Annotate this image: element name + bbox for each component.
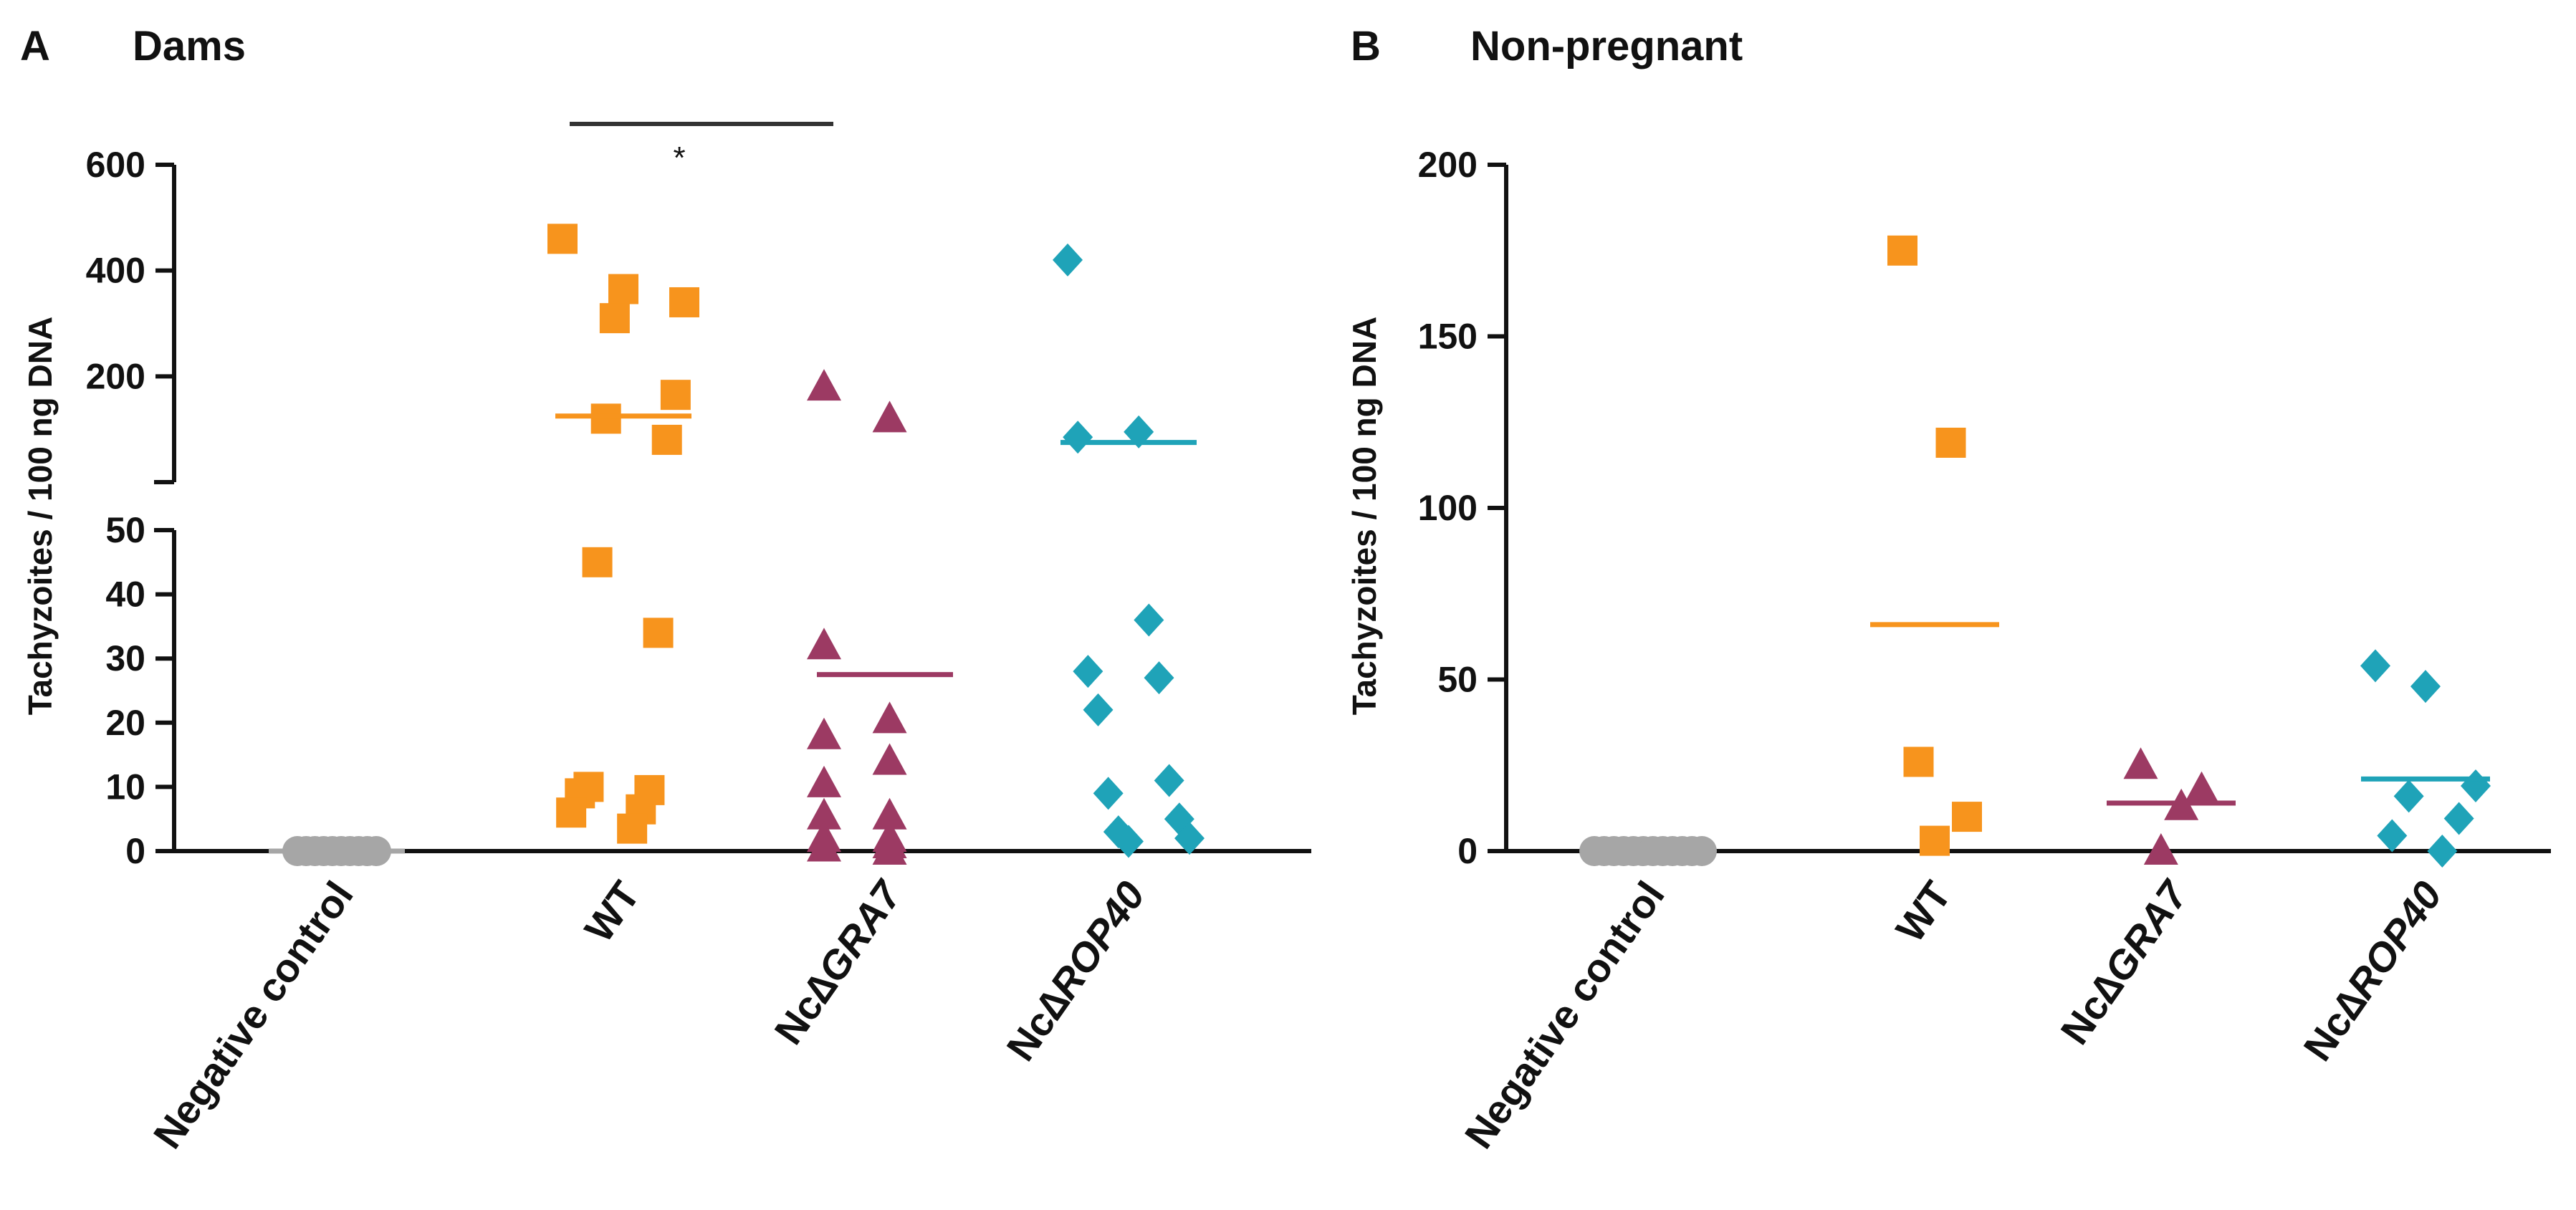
- category-label: Nc∆ROP40: [997, 873, 1154, 1069]
- data-point: [2184, 771, 2219, 803]
- data-point: [1935, 427, 1966, 458]
- y-axis-label: Tachyzoites / 100 ng DNA: [21, 317, 59, 715]
- data-point: [2143, 833, 2178, 865]
- significance-label: *: [673, 140, 685, 176]
- data-point: [1114, 825, 1144, 858]
- data-point: [1920, 825, 1950, 856]
- data-point: [608, 274, 638, 304]
- y-tick-label: 150: [1418, 317, 1478, 357]
- category-label: Negative control: [145, 873, 362, 1157]
- data-point: [807, 797, 841, 830]
- category-label-text: WT: [1887, 873, 1960, 950]
- data-point: [599, 303, 630, 334]
- series-3: [1053, 243, 1205, 858]
- data-point: [1154, 764, 1184, 797]
- data-point: [807, 830, 841, 862]
- category-label: WT: [1887, 873, 1960, 950]
- data-point: [1093, 777, 1124, 810]
- panel-a-dams: A Dams 0 10 20 30 40 50 200 400 600 Tachyzoites / 1…: [20, 23, 1311, 1156]
- y-tick-label: 200: [1418, 145, 1478, 185]
- category-label-text: WT: [575, 873, 648, 950]
- data-point: [669, 287, 699, 317]
- data-point: [807, 765, 841, 797]
- data-point: [582, 547, 613, 577]
- category-label: Negative control: [1456, 873, 1673, 1157]
- data-point: [1144, 661, 1174, 695]
- data-point: [807, 717, 841, 749]
- y-axis-label: Tachyzoites / 100 ng DNA: [1346, 317, 1383, 715]
- category-label: Nc∆GRA7: [765, 871, 911, 1052]
- y-tick-label: 0: [125, 831, 145, 871]
- data-point: [807, 369, 841, 401]
- data-point: [651, 424, 682, 455]
- panel-title: Non-pregnant: [1470, 23, 1743, 69]
- y-tick-label: 30: [105, 638, 145, 678]
- category-label-italic: GRA7: [809, 871, 911, 990]
- data-point: [872, 833, 907, 865]
- panel-b-non-pregnant: B Non-pregnant 0 50 100 150 200 Tachyzoites / 1…: [1346, 23, 2551, 1156]
- data-point: [2377, 819, 2408, 853]
- series-1: [547, 224, 699, 844]
- data-point: [1903, 746, 1934, 777]
- data-point: [807, 628, 841, 660]
- data-point: [643, 618, 674, 648]
- data-point: [872, 701, 907, 734]
- data-point: [1887, 235, 1917, 266]
- data-point: [2427, 835, 2458, 868]
- data-point: [872, 797, 907, 830]
- y-tick-label: 10: [105, 767, 145, 807]
- data-point: [1063, 421, 1093, 454]
- series-0: [269, 836, 405, 866]
- data-point: [617, 813, 648, 844]
- series-1: [1870, 235, 1999, 856]
- category-label: Nc∆GRA7: [2051, 871, 2197, 1052]
- category-label-text: Negative control: [145, 873, 362, 1157]
- data-point: [2360, 649, 2390, 683]
- y-tick-label: 20: [105, 703, 145, 743]
- y-tick-label: 50: [105, 510, 145, 550]
- data-point: [1952, 802, 1982, 832]
- category-label-italic: ROP40: [1041, 873, 1154, 1007]
- category-label: Nc∆ROP40: [2294, 873, 2451, 1069]
- panel-title: Dams: [133, 23, 246, 69]
- data-point: [590, 403, 621, 434]
- series-0: [1579, 836, 1717, 866]
- y-tick-label: 100: [1418, 488, 1478, 528]
- y-tick-label: 400: [86, 251, 145, 291]
- data-point: [1053, 243, 1083, 277]
- series-2: [2107, 747, 2236, 865]
- data-point: [2123, 747, 2158, 779]
- data-point: [2461, 769, 2491, 802]
- data-point: [1174, 822, 1205, 855]
- data-point: [1134, 603, 1164, 637]
- y-tick-label: 200: [86, 356, 145, 396]
- data-point: [660, 380, 691, 410]
- category-label: WT: [575, 873, 648, 950]
- y-tick-label: 600: [86, 145, 145, 185]
- series-2: [807, 369, 953, 865]
- data-point: [547, 224, 578, 254]
- data-point: [872, 743, 907, 775]
- category-label-italic: ROP40: [2338, 873, 2451, 1007]
- y-tick-label: 40: [105, 575, 145, 615]
- y-tick-label: 0: [1457, 831, 1478, 871]
- data-point: [2393, 779, 2424, 813]
- data-point: [2443, 802, 2474, 835]
- data-point: [2410, 670, 2441, 704]
- panel-letter: A: [20, 23, 50, 69]
- series-3: [2360, 649, 2491, 868]
- y-tick-label: 50: [1437, 660, 1478, 700]
- panel-letter: B: [1351, 23, 1381, 69]
- category-label-text: Negative control: [1456, 873, 1673, 1157]
- category-label-italic: GRA7: [2095, 871, 2197, 990]
- data-point: [556, 797, 587, 828]
- data-point: [1073, 655, 1103, 688]
- data-point: [872, 400, 907, 433]
- data-point: [1083, 693, 1114, 726]
